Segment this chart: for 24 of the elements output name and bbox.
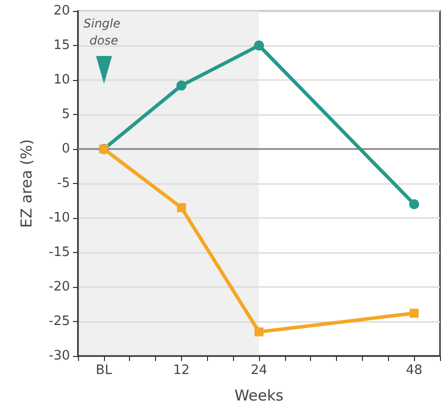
annotation: Single dose: [84, 16, 124, 48]
point: [409, 199, 420, 210]
x-tick-label: 48: [406, 363, 422, 378]
x-tick-label: 12: [173, 363, 190, 378]
y-axis-title: EZ area (%): [18, 139, 36, 228]
y-tick-label: -25: [48, 314, 70, 329]
point: [176, 80, 186, 91]
y-tick-label: 15: [53, 38, 70, 53]
point: [176, 203, 186, 212]
y-tick-label: -20: [48, 280, 70, 294]
point: [254, 327, 264, 336]
x-tick-label: BL: [96, 363, 113, 378]
y-tick-label: -15: [48, 245, 70, 260]
x-axis-title: Weeks: [234, 386, 284, 404]
y-tick-label: 0: [62, 142, 70, 156]
y-tick-label: 10: [53, 72, 70, 88]
point: [254, 40, 264, 50]
y-tick-label: 5: [62, 107, 70, 122]
y-tick-label: -10: [48, 210, 70, 226]
y-tick-label: -5: [57, 176, 70, 191]
point: [410, 308, 419, 318]
y-tick-label: -30: [48, 348, 70, 364]
x-tick-label: 24: [250, 363, 268, 378]
y-tick-label: 20: [53, 4, 70, 18]
